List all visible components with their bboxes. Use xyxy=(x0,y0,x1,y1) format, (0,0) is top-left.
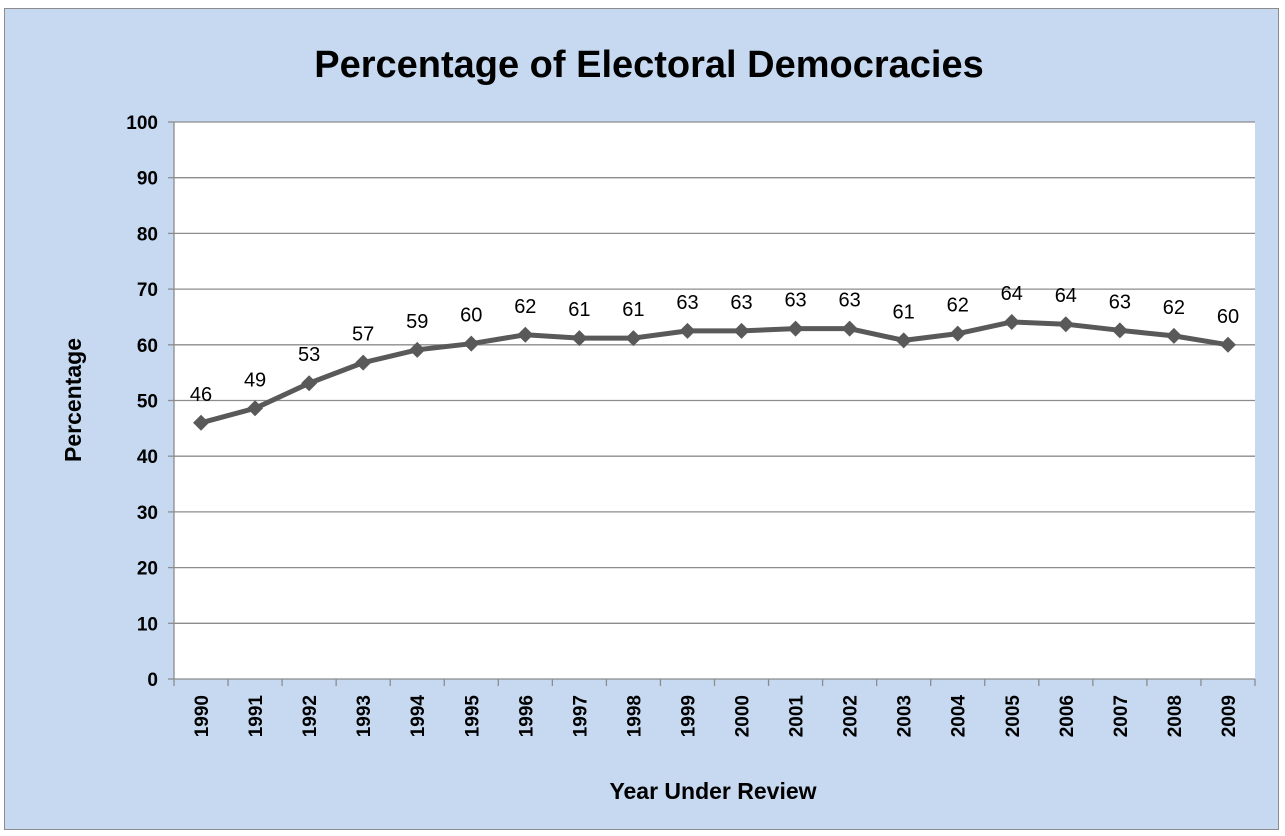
y-tick-label-60: 60 xyxy=(137,336,158,357)
x-axis-ticks: 1990 1991 1992 1993 1994 1995 1996 1997 1998 1999… xyxy=(173,679,1256,738)
data-point-2009 xyxy=(1219,336,1236,353)
y-tick-label-50: 50 xyxy=(137,392,158,413)
data-label-2004: 62 xyxy=(947,295,969,317)
chart-title: Percentage of Electoral Democracies xyxy=(314,44,984,86)
x-tick-label-1992: 1992 xyxy=(300,695,321,737)
series-group xyxy=(193,313,1236,431)
data-point-1993 xyxy=(355,354,372,371)
data-label-2009: 60 xyxy=(1217,306,1239,328)
y-tick-label-80: 80 xyxy=(137,224,158,245)
x-tick-label-2001: 2001 xyxy=(787,695,808,738)
data-point-1999 xyxy=(679,322,696,339)
y-axis-ticks: 0 10 20 30 40 50 60 70 80 90 100 xyxy=(126,113,174,691)
data-point-1994 xyxy=(409,341,426,358)
gridlines xyxy=(174,121,1255,624)
data-point-2004 xyxy=(949,325,966,342)
data-label-2008: 62 xyxy=(1163,297,1185,319)
data-point-2005 xyxy=(1003,313,1020,330)
data-label-1998: 61 xyxy=(622,299,644,321)
data-label-1997: 61 xyxy=(568,299,590,321)
data-point-1998 xyxy=(625,330,642,347)
y-tick-label-70: 70 xyxy=(137,280,158,301)
data-label-1992: 53 xyxy=(298,344,320,366)
data-label-1994: 59 xyxy=(406,311,428,333)
data-labels-group: 46 49 53 57 59 60 62 61 61 63 63 63 63 61 62 64 64 63 62 60 xyxy=(190,283,1239,406)
x-tick-label-2005: 2005 xyxy=(1003,695,1024,738)
data-label-1993: 57 xyxy=(352,324,374,346)
data-point-2000 xyxy=(733,322,750,339)
x-tick-label-1990: 1990 xyxy=(192,695,213,737)
data-point-2001 xyxy=(787,320,804,337)
data-label-2001: 63 xyxy=(784,290,806,312)
data-point-2002 xyxy=(841,320,858,337)
data-label-1996: 62 xyxy=(514,296,536,318)
data-label-1999: 63 xyxy=(676,292,698,314)
chart-area: Percentage of Electoral Democracies 0 10 2… xyxy=(4,8,1279,830)
x-tick-label-2004: 2004 xyxy=(949,695,970,738)
data-label-1995: 60 xyxy=(460,305,482,327)
x-tick-label-1999: 1999 xyxy=(678,695,699,737)
x-tick-label-2000: 2000 xyxy=(733,695,754,737)
x-tick-label-1997: 1997 xyxy=(570,695,591,737)
data-point-1996 xyxy=(517,326,534,343)
y-axis-title: Percentage xyxy=(60,338,86,462)
x-tick-label-2006: 2006 xyxy=(1057,695,1078,737)
x-tick-label-2007: 2007 xyxy=(1111,695,1132,737)
data-point-2007 xyxy=(1111,322,1128,339)
x-tick-label-1991: 1991 xyxy=(246,695,267,738)
data-label-2003: 61 xyxy=(893,301,915,323)
data-label-2006: 64 xyxy=(1055,285,1077,307)
data-label-1991: 49 xyxy=(244,369,266,391)
data-point-1991 xyxy=(247,400,264,417)
data-label-2002: 63 xyxy=(839,290,861,312)
data-point-1997 xyxy=(571,330,588,347)
y-tick-label-30: 30 xyxy=(137,503,158,524)
x-tick-label-2003: 2003 xyxy=(895,695,916,737)
data-label-2000: 63 xyxy=(730,292,752,314)
y-tick-label-20: 20 xyxy=(137,559,158,580)
x-tick-label-2002: 2002 xyxy=(841,695,862,737)
x-tick-label-1995: 1995 xyxy=(462,695,483,738)
data-label-1990: 46 xyxy=(190,384,212,406)
data-point-1995 xyxy=(463,335,480,352)
x-tick-label-2008: 2008 xyxy=(1165,695,1186,737)
data-point-1992 xyxy=(301,375,318,392)
series-line xyxy=(198,319,1231,426)
x-axis-title: Year Under Review xyxy=(609,778,816,804)
x-tick-label-1994: 1994 xyxy=(408,695,429,738)
y-tick-label-10: 10 xyxy=(137,614,158,635)
x-tick-label-2009: 2009 xyxy=(1219,695,1240,737)
data-label-2007: 63 xyxy=(1109,291,1131,313)
line-chart: Percentage of Electoral Democracies 0 10 2… xyxy=(60,44,1256,804)
data-point-2003 xyxy=(895,332,912,349)
data-point-2006 xyxy=(1057,316,1074,333)
x-tick-label-1996: 1996 xyxy=(516,695,537,737)
y-tick-label-0: 0 xyxy=(147,670,158,691)
y-tick-label-100: 100 xyxy=(126,113,158,134)
x-tick-label-1993: 1993 xyxy=(354,695,375,737)
y-tick-label-40: 40 xyxy=(137,447,158,468)
y-tick-label-90: 90 xyxy=(137,169,158,190)
data-point-2008 xyxy=(1165,327,1182,344)
data-label-2005: 64 xyxy=(1001,283,1023,305)
data-point-1990 xyxy=(193,414,210,431)
x-tick-label-1998: 1998 xyxy=(624,695,645,737)
